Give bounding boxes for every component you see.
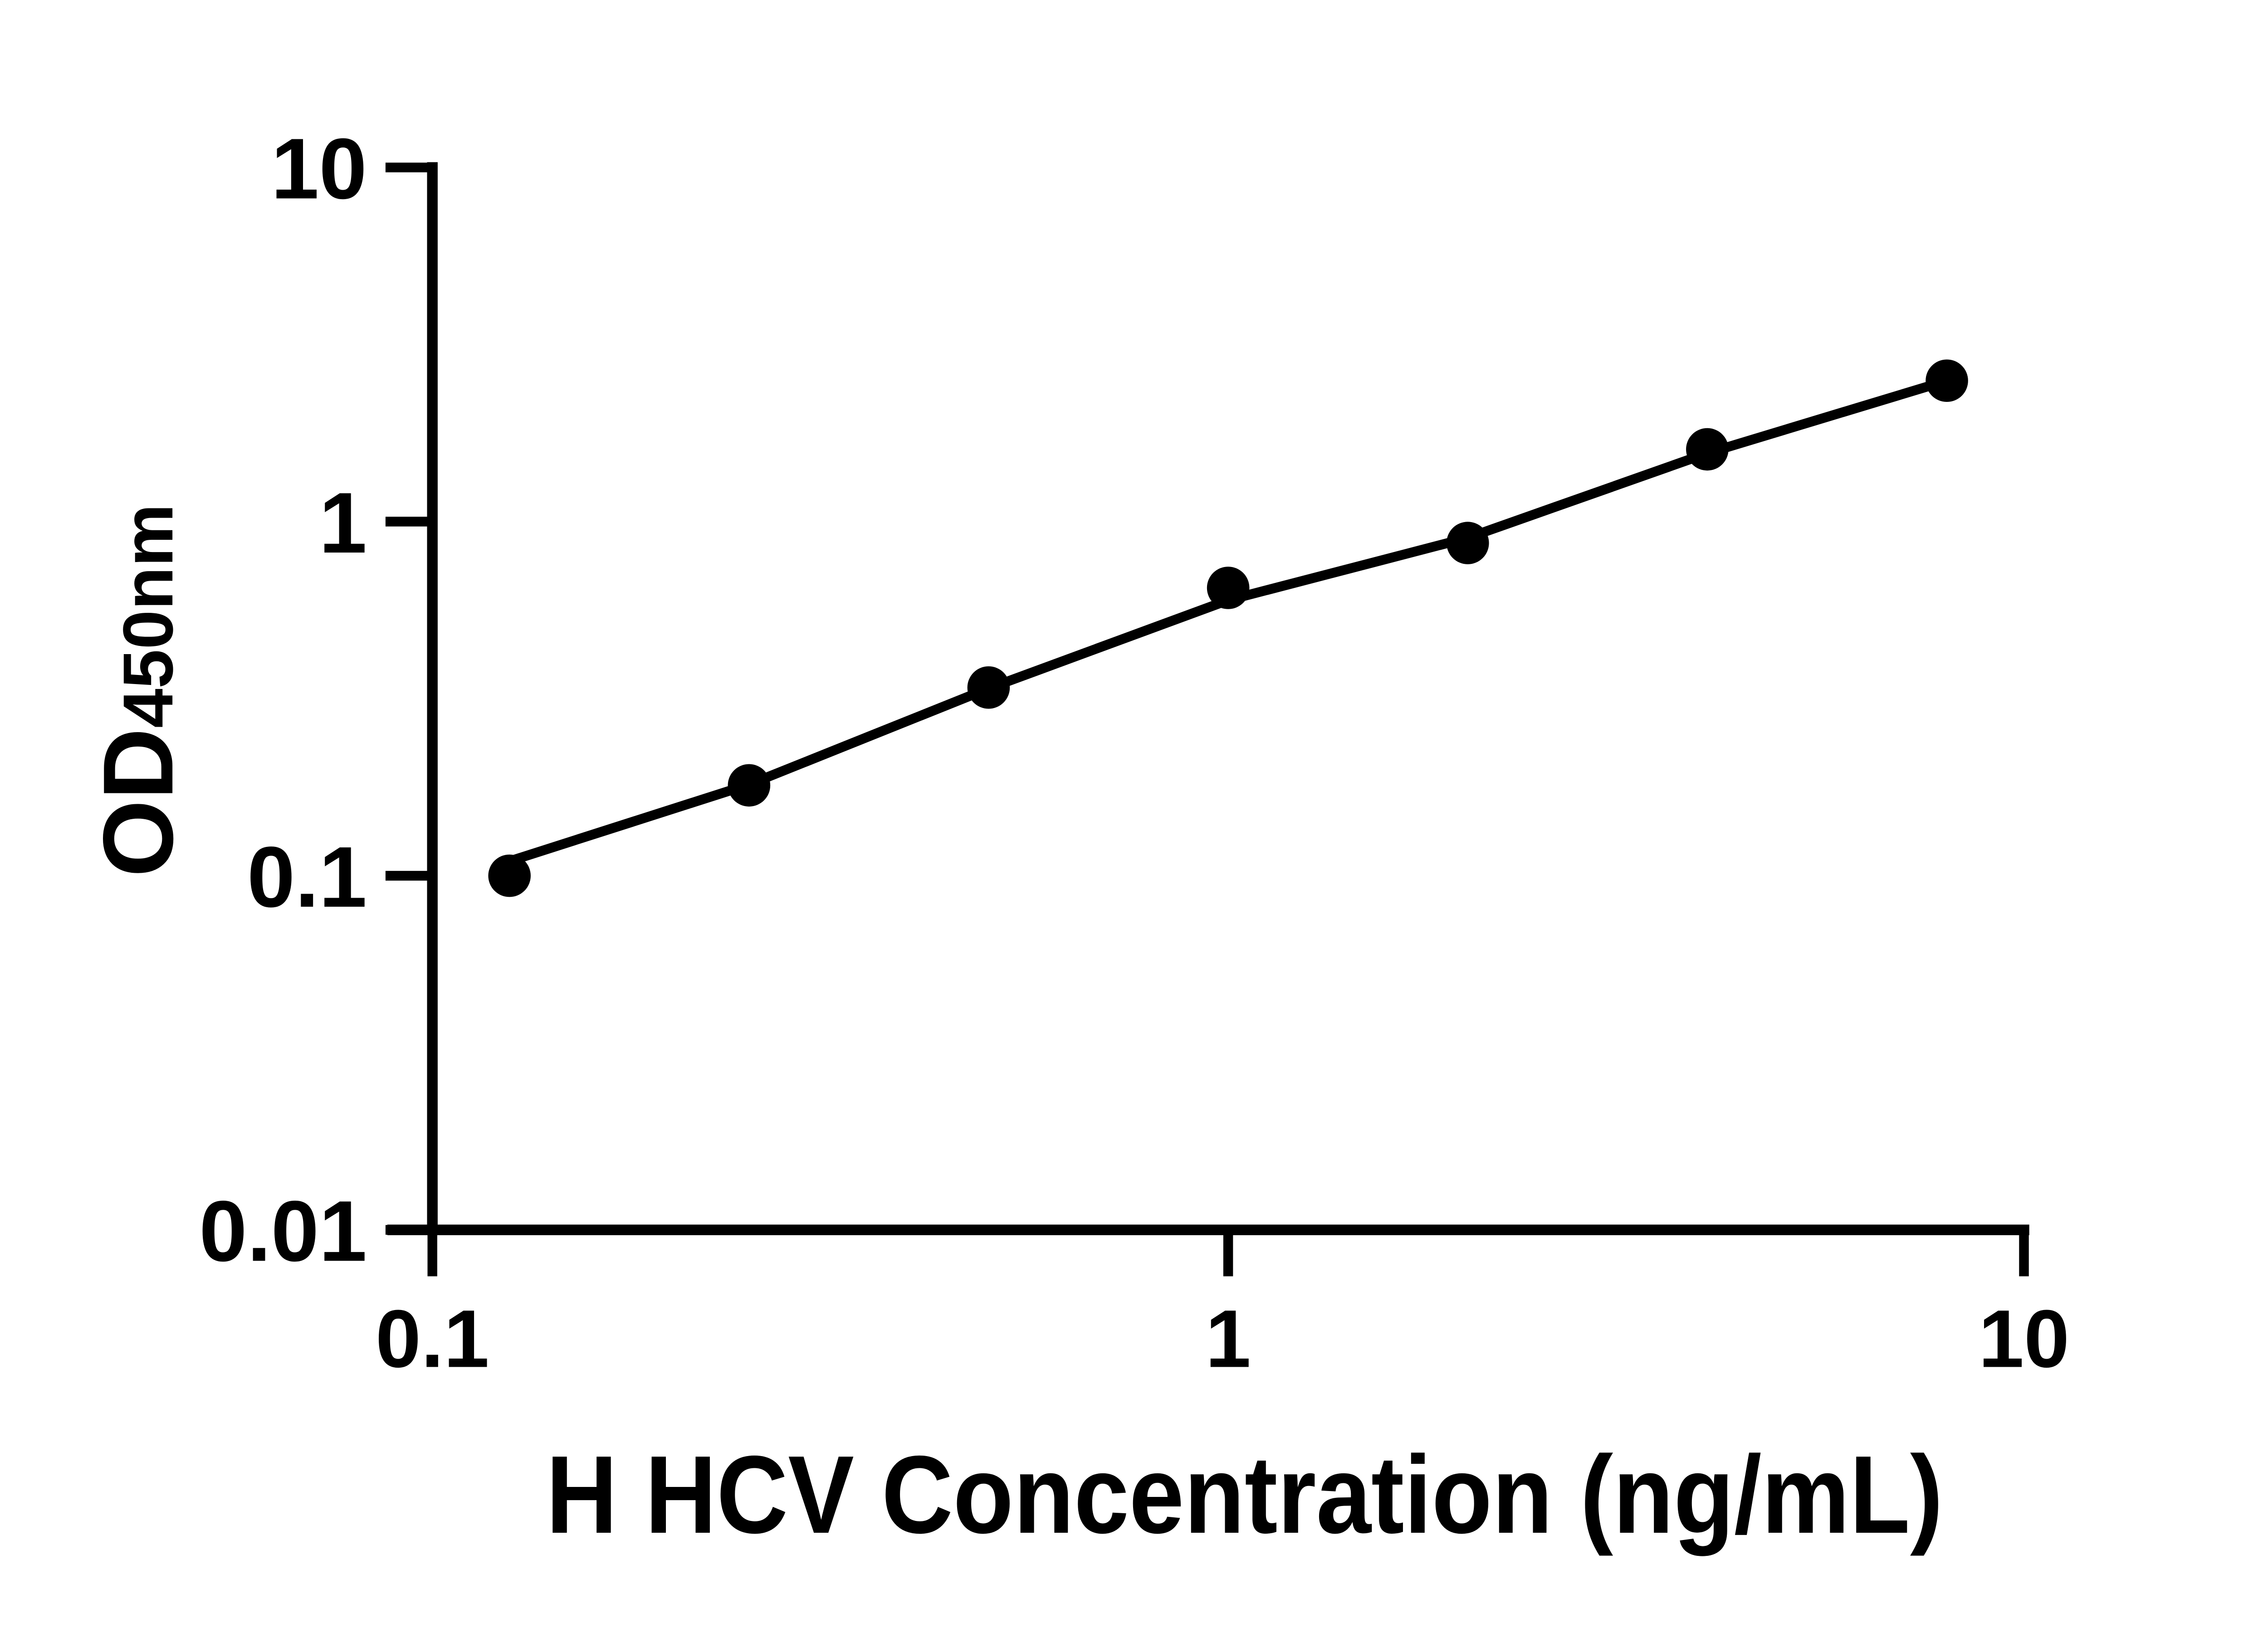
y-tick-label-10: 10 bbox=[271, 121, 367, 217]
data-point-2 bbox=[967, 666, 1010, 709]
x-axis-title: H HCV Concentration (ng/mL) bbox=[546, 1433, 1943, 1556]
data-point-3 bbox=[1207, 567, 1250, 609]
y-tick-label-0.01: 0.01 bbox=[199, 1183, 367, 1280]
data-points-layer bbox=[488, 359, 1968, 897]
data-point-0 bbox=[488, 854, 531, 897]
x-tick-label-10: 10 bbox=[1979, 1293, 2070, 1384]
x-tick-label-0.1: 0.1 bbox=[376, 1293, 489, 1384]
fit-line bbox=[499, 376, 1949, 869]
y-axis-title-main: OD bbox=[83, 728, 194, 877]
x-tick-label-1: 1 bbox=[1205, 1293, 1251, 1384]
fit-line-layer bbox=[499, 376, 1949, 869]
data-point-5 bbox=[1686, 428, 1729, 471]
y-axis-title: OD450nm bbox=[83, 504, 194, 877]
data-point-6 bbox=[1926, 359, 1968, 402]
data-point-1 bbox=[728, 764, 771, 807]
y-axis-title-sub: 450nm bbox=[109, 504, 188, 728]
y-tick-label-1: 1 bbox=[319, 475, 367, 571]
y-tick-label-0.1: 0.1 bbox=[247, 829, 367, 925]
data-point-4 bbox=[1446, 522, 1489, 564]
axes-layer bbox=[385, 162, 2029, 1276]
